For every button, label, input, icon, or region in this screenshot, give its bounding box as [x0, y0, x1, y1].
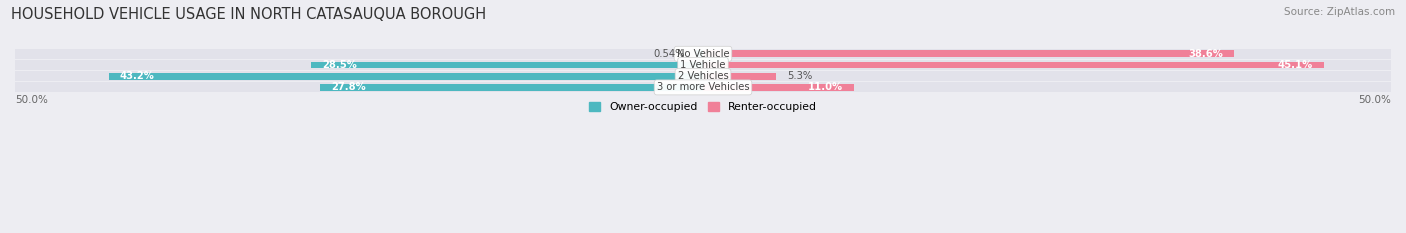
Text: 38.6%: 38.6% [1188, 49, 1223, 59]
Text: 45.1%: 45.1% [1277, 60, 1313, 70]
Text: No Vehicle: No Vehicle [676, 49, 730, 59]
Text: 3 or more Vehicles: 3 or more Vehicles [657, 82, 749, 92]
Text: 43.2%: 43.2% [120, 71, 155, 81]
Bar [696, 50, 703, 57]
Text: 50.0%: 50.0% [15, 95, 48, 105]
Text: 11.0%: 11.0% [808, 82, 844, 92]
Bar [15, 49, 1391, 59]
Bar [703, 84, 855, 91]
Bar [15, 71, 1391, 81]
Text: 50.0%: 50.0% [1358, 95, 1391, 105]
Bar [703, 62, 1323, 68]
Bar [15, 60, 1391, 70]
Text: 2 Vehicles: 2 Vehicles [678, 71, 728, 81]
Text: 28.5%: 28.5% [322, 60, 357, 70]
Bar [311, 62, 703, 68]
Bar [321, 84, 703, 91]
Bar [15, 82, 1391, 92]
Text: HOUSEHOLD VEHICLE USAGE IN NORTH CATASAUQUA BOROUGH: HOUSEHOLD VEHICLE USAGE IN NORTH CATASAU… [11, 7, 486, 22]
Bar [108, 73, 703, 79]
Text: Source: ZipAtlas.com: Source: ZipAtlas.com [1284, 7, 1395, 17]
Bar [703, 50, 1234, 57]
Text: 0.54%: 0.54% [652, 49, 685, 59]
Legend: Owner-occupied, Renter-occupied: Owner-occupied, Renter-occupied [585, 98, 821, 116]
Text: 1 Vehicle: 1 Vehicle [681, 60, 725, 70]
Text: 27.8%: 27.8% [332, 82, 366, 92]
Bar [703, 73, 776, 79]
Text: 5.3%: 5.3% [787, 71, 813, 81]
